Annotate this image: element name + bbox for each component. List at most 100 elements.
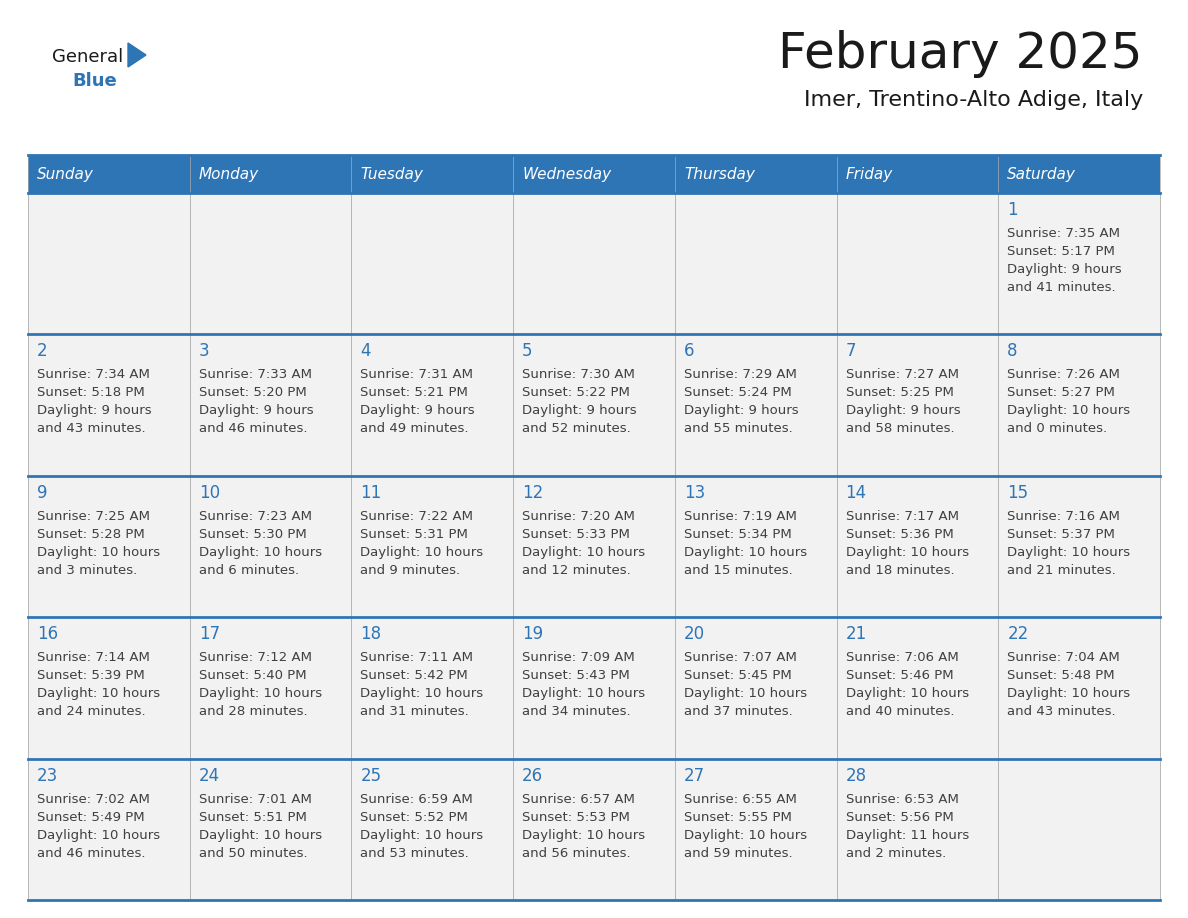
Text: and 41 minutes.: and 41 minutes. [1007, 281, 1116, 294]
Text: 5: 5 [523, 342, 532, 361]
Text: Imer, Trentino-Alto Adige, Italy: Imer, Trentino-Alto Adige, Italy [804, 90, 1143, 110]
Text: Sunrise: 7:19 AM: Sunrise: 7:19 AM [684, 509, 797, 522]
Text: Thursday: Thursday [684, 166, 754, 182]
Bar [998, 476, 1159, 617]
Text: Sunrise: 7:07 AM: Sunrise: 7:07 AM [684, 651, 797, 665]
Text: Daylight: 9 hours: Daylight: 9 hours [846, 405, 960, 418]
Polygon shape [128, 43, 146, 67]
Text: Sunset: 5:37 PM: Sunset: 5:37 PM [1007, 528, 1116, 541]
Text: 14: 14 [846, 484, 867, 502]
Text: and 31 minutes.: and 31 minutes. [360, 705, 469, 718]
Text: Sunset: 5:21 PM: Sunset: 5:21 PM [360, 386, 468, 399]
Text: 20: 20 [684, 625, 704, 644]
Text: Daylight: 10 hours: Daylight: 10 hours [684, 829, 807, 842]
Text: Sunrise: 7:30 AM: Sunrise: 7:30 AM [523, 368, 636, 381]
Text: Sunrise: 7:31 AM: Sunrise: 7:31 AM [360, 368, 474, 381]
Text: Blue: Blue [72, 72, 116, 90]
Text: and 55 minutes.: and 55 minutes. [684, 422, 792, 435]
Text: and 43 minutes.: and 43 minutes. [37, 422, 146, 435]
Bar [352, 193, 513, 334]
Text: Sunset: 5:22 PM: Sunset: 5:22 PM [523, 386, 630, 399]
Text: 1: 1 [1007, 201, 1018, 219]
Bar [190, 617, 352, 758]
Bar [29, 193, 190, 334]
Text: Daylight: 10 hours: Daylight: 10 hours [846, 546, 968, 559]
Text: Sunrise: 7:35 AM: Sunrise: 7:35 AM [1007, 227, 1120, 240]
Text: and 53 minutes.: and 53 minutes. [360, 846, 469, 859]
Bar [675, 155, 836, 193]
Text: Sunrise: 7:22 AM: Sunrise: 7:22 AM [360, 509, 474, 522]
Text: Daylight: 11 hours: Daylight: 11 hours [846, 829, 969, 842]
Text: and 56 minutes.: and 56 minutes. [523, 846, 631, 859]
Bar [513, 193, 675, 334]
Text: Sunrise: 6:55 AM: Sunrise: 6:55 AM [684, 792, 797, 806]
Text: Daylight: 10 hours: Daylight: 10 hours [1007, 546, 1131, 559]
Bar [190, 334, 352, 476]
Text: Sunset: 5:28 PM: Sunset: 5:28 PM [37, 528, 145, 541]
Text: 26: 26 [523, 767, 543, 785]
Bar [513, 334, 675, 476]
Bar [352, 758, 513, 900]
Bar [675, 617, 836, 758]
Bar [29, 476, 190, 617]
Bar [675, 476, 836, 617]
Text: Sunset: 5:27 PM: Sunset: 5:27 PM [1007, 386, 1116, 399]
Text: 17: 17 [198, 625, 220, 644]
Text: Sunset: 5:42 PM: Sunset: 5:42 PM [360, 669, 468, 682]
Bar [190, 476, 352, 617]
Text: Sunrise: 7:34 AM: Sunrise: 7:34 AM [37, 368, 150, 381]
Text: and 34 minutes.: and 34 minutes. [523, 705, 631, 718]
Text: Sunrise: 7:29 AM: Sunrise: 7:29 AM [684, 368, 797, 381]
Text: Sunset: 5:36 PM: Sunset: 5:36 PM [846, 528, 953, 541]
Text: and 15 minutes.: and 15 minutes. [684, 564, 792, 577]
Text: 19: 19 [523, 625, 543, 644]
Text: Sunrise: 7:06 AM: Sunrise: 7:06 AM [846, 651, 959, 665]
Text: 6: 6 [684, 342, 694, 361]
Text: Wednesday: Wednesday [523, 166, 612, 182]
Text: Sunset: 5:24 PM: Sunset: 5:24 PM [684, 386, 791, 399]
Text: and 46 minutes.: and 46 minutes. [37, 846, 145, 859]
Text: Sunrise: 7:17 AM: Sunrise: 7:17 AM [846, 509, 959, 522]
Text: 15: 15 [1007, 484, 1029, 502]
Text: Daylight: 10 hours: Daylight: 10 hours [37, 546, 160, 559]
Bar [836, 476, 998, 617]
Text: Tuesday: Tuesday [360, 166, 423, 182]
Bar [998, 193, 1159, 334]
Text: and 21 minutes.: and 21 minutes. [1007, 564, 1116, 577]
Text: General: General [52, 48, 124, 66]
Text: Sunrise: 7:11 AM: Sunrise: 7:11 AM [360, 651, 474, 665]
Text: and 3 minutes.: and 3 minutes. [37, 564, 138, 577]
Text: Sunset: 5:46 PM: Sunset: 5:46 PM [846, 669, 953, 682]
Text: Sunrise: 6:59 AM: Sunrise: 6:59 AM [360, 792, 473, 806]
Text: 7: 7 [846, 342, 857, 361]
Text: Daylight: 10 hours: Daylight: 10 hours [198, 546, 322, 559]
Text: 16: 16 [37, 625, 58, 644]
Text: Daylight: 9 hours: Daylight: 9 hours [684, 405, 798, 418]
Text: Sunrise: 7:27 AM: Sunrise: 7:27 AM [846, 368, 959, 381]
Text: Sunset: 5:51 PM: Sunset: 5:51 PM [198, 811, 307, 823]
Text: and 18 minutes.: and 18 minutes. [846, 564, 954, 577]
Text: Sunrise: 7:25 AM: Sunrise: 7:25 AM [37, 509, 150, 522]
Text: 24: 24 [198, 767, 220, 785]
Text: Sunset: 5:40 PM: Sunset: 5:40 PM [198, 669, 307, 682]
Text: Sunrise: 7:01 AM: Sunrise: 7:01 AM [198, 792, 311, 806]
Bar [998, 334, 1159, 476]
Text: Sunrise: 7:33 AM: Sunrise: 7:33 AM [198, 368, 311, 381]
Text: Daylight: 10 hours: Daylight: 10 hours [37, 688, 160, 700]
Bar [836, 193, 998, 334]
Text: and 0 minutes.: and 0 minutes. [1007, 422, 1107, 435]
Text: 27: 27 [684, 767, 704, 785]
Text: February 2025: February 2025 [778, 30, 1143, 78]
Bar [29, 617, 190, 758]
Text: Friday: Friday [846, 166, 893, 182]
Text: 13: 13 [684, 484, 706, 502]
Bar [836, 617, 998, 758]
Text: Daylight: 9 hours: Daylight: 9 hours [37, 405, 152, 418]
Text: 18: 18 [360, 625, 381, 644]
Text: 11: 11 [360, 484, 381, 502]
Bar [352, 334, 513, 476]
Bar [998, 617, 1159, 758]
Text: Daylight: 9 hours: Daylight: 9 hours [1007, 263, 1121, 276]
Text: 3: 3 [198, 342, 209, 361]
Bar [998, 155, 1159, 193]
